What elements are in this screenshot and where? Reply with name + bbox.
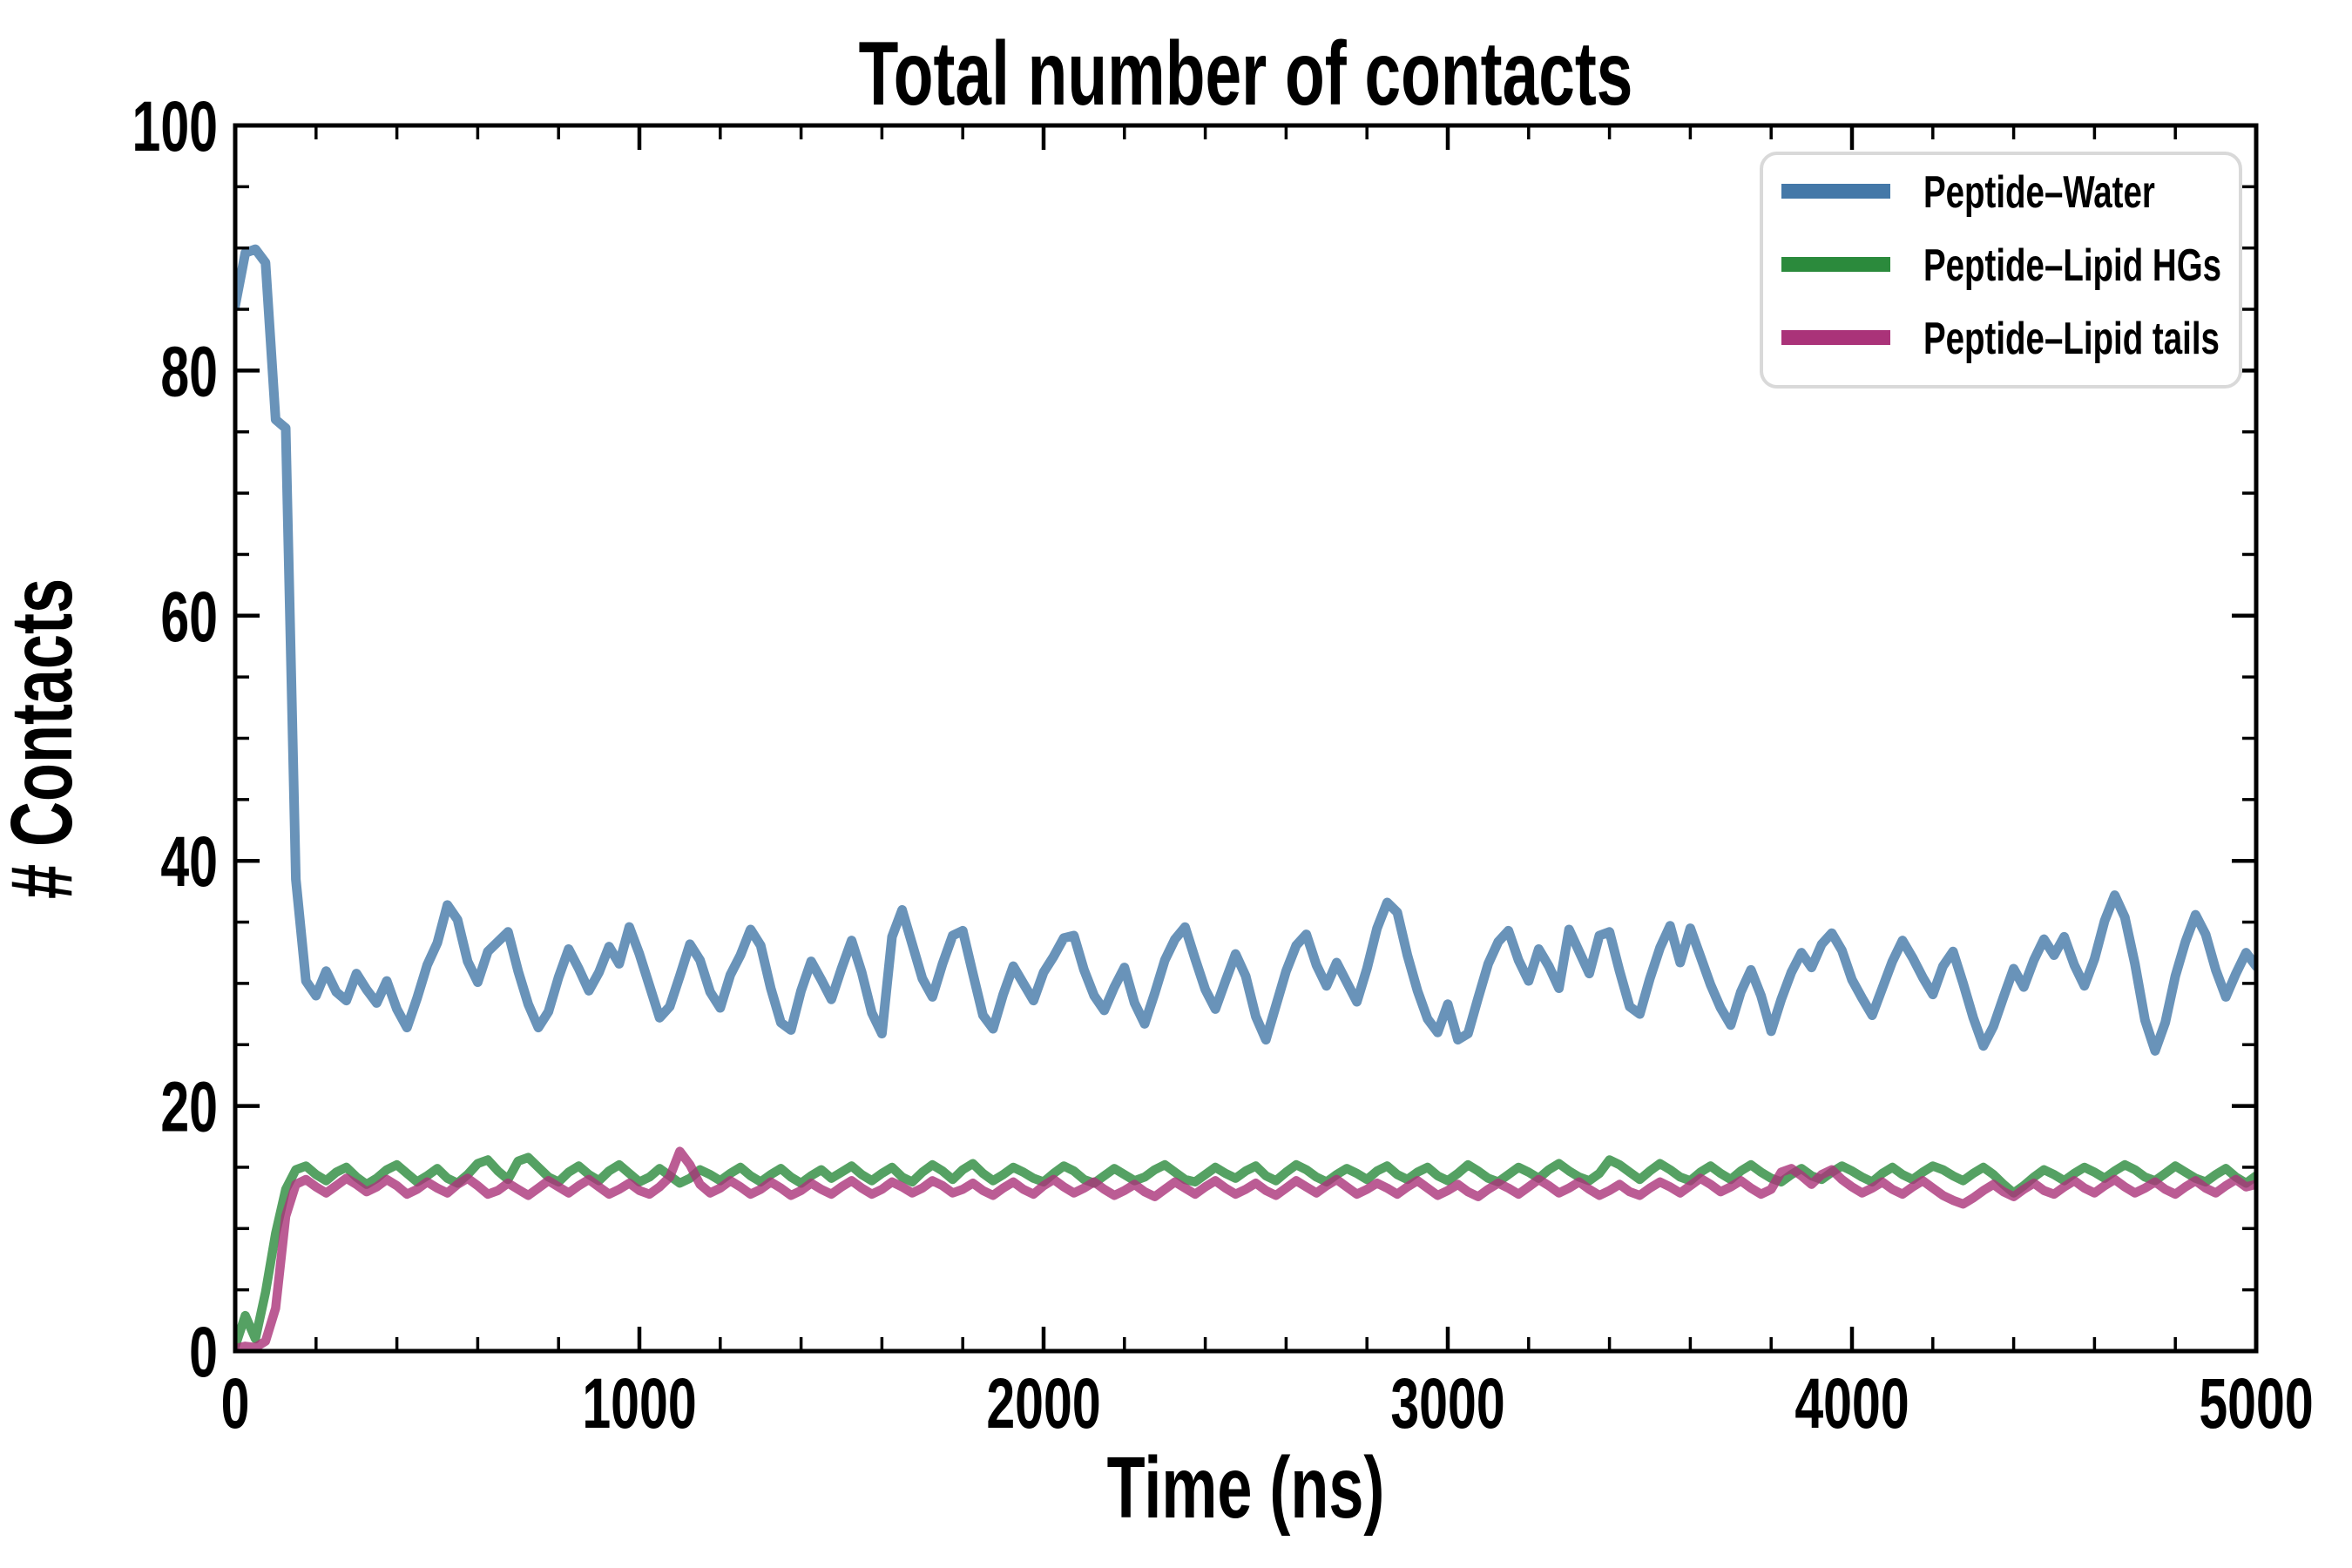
- x-tick-label: 5000: [2199, 1364, 2313, 1444]
- x-tick-label: 1000: [582, 1364, 696, 1444]
- y-tick-label: 60: [160, 577, 218, 657]
- legend-swatch-peptide-lipid-hgs: [1781, 257, 1890, 272]
- series-line-peptide-lipid-tails: [235, 1146, 2256, 1351]
- y-tick-label: 100: [132, 87, 218, 167]
- x-tick-label: 4000: [1794, 1364, 1909, 1444]
- plot-series-area: [235, 244, 2256, 1351]
- legend-swatch-peptide-water: [1781, 184, 1890, 199]
- axis-ticks: [233, 123, 2259, 1354]
- y-tick-label: 40: [160, 822, 218, 902]
- x-tick-label: 2000: [986, 1364, 1100, 1444]
- y-tick-label: 80: [160, 332, 218, 412]
- series-line-peptide-water: [235, 244, 2256, 1056]
- y-tick-label: 0: [189, 1313, 218, 1393]
- x-axis-label: Time (ns): [1107, 1439, 1385, 1536]
- series-line-peptide-lipid-hgs: [235, 1152, 2256, 1351]
- legend-frame: [1760, 152, 2242, 389]
- y-axis-label: # Contacts: [0, 578, 91, 899]
- legend-label-peptide-lipid-tails: Peptide–Lipid tails: [1923, 313, 2220, 363]
- axis-tick-labels: 0 1000 2000 3000 4000 5000 0 20 40 60 80 100: [132, 87, 2313, 1444]
- legend: Peptide–Water Peptide–Lipid HGs Peptide–…: [1760, 152, 2242, 389]
- x-tick-label: 0: [221, 1364, 250, 1444]
- legend-label-peptide-lipid-hgs: Peptide–Lipid HGs: [1923, 240, 2221, 290]
- x-tick-label: 3000: [1390, 1364, 1504, 1444]
- legend-swatch-peptide-lipid-tails: [1781, 330, 1890, 345]
- y-tick-label: 20: [160, 1067, 218, 1147]
- chart-title: Total number of contacts: [859, 24, 1633, 125]
- legend-label-peptide-water: Peptide–Water: [1923, 166, 2155, 217]
